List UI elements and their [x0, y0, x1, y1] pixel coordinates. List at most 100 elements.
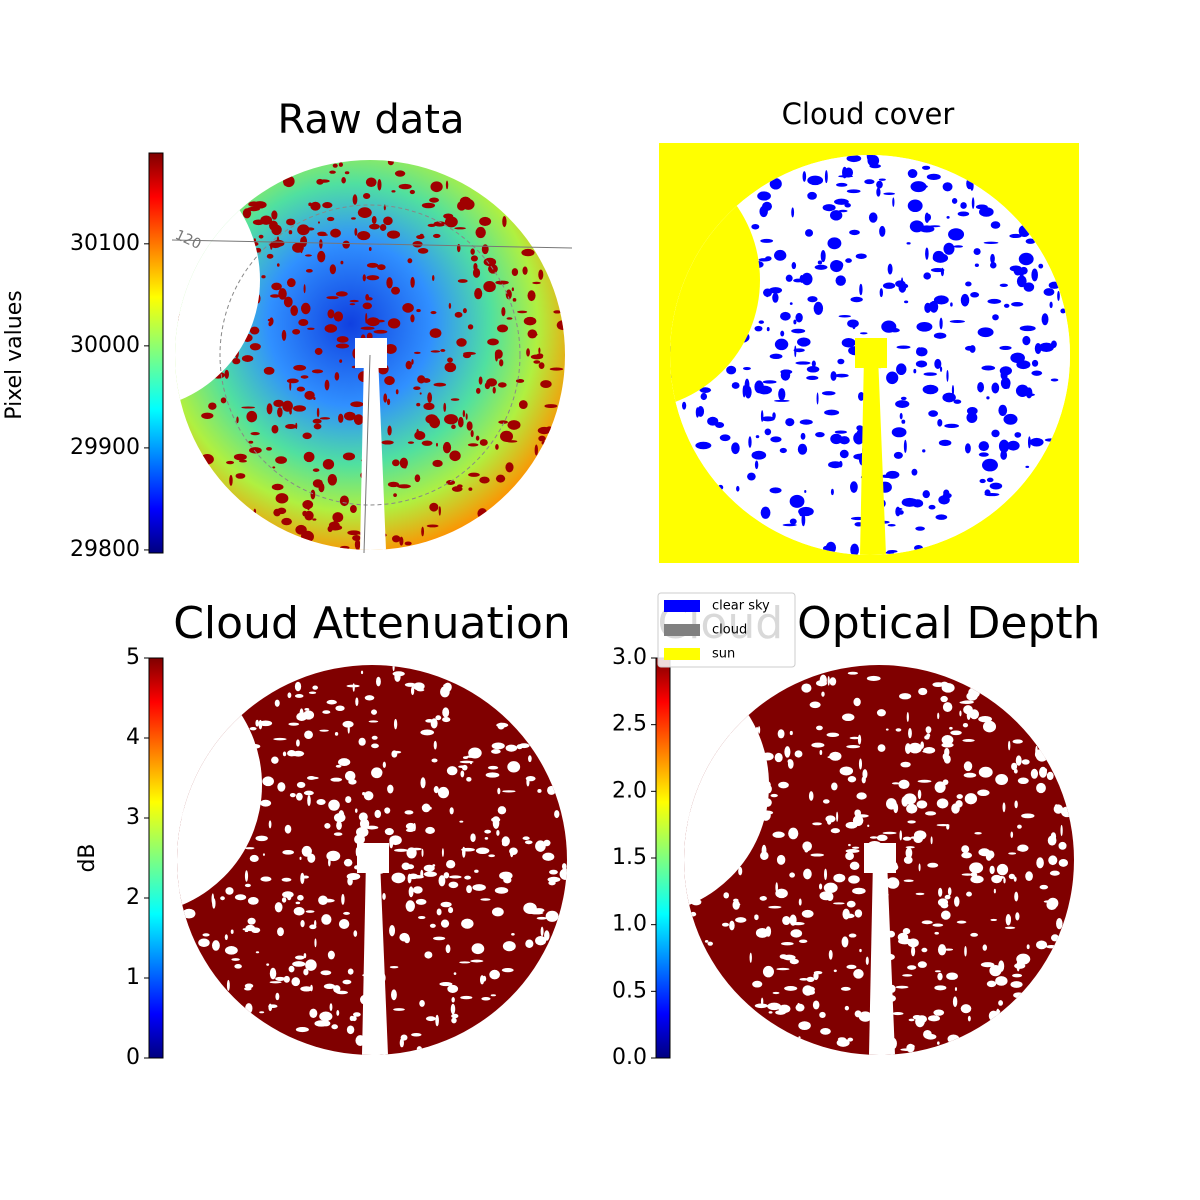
sky-spot: [861, 776, 866, 784]
sky-spot: [925, 811, 937, 816]
sky-spot: [915, 526, 925, 531]
colorbar-label: Pixel values: [2, 290, 27, 419]
sky-spot: [816, 725, 823, 731]
sky-spot: [769, 487, 782, 494]
sky-spot: [522, 266, 528, 275]
sky-spot: [281, 877, 292, 882]
sky-spot: [908, 1018, 915, 1022]
sky-spot: [335, 705, 345, 712]
sky-spot: [424, 951, 433, 959]
sky-spot: [1060, 806, 1073, 818]
sky-spot: [307, 853, 316, 863]
sky-spot: [303, 968, 309, 976]
sky-spot: [911, 499, 924, 508]
sky-spot: [336, 1009, 340, 1016]
sky-spot: [521, 248, 535, 257]
sky-spot: [822, 204, 836, 212]
sky-spot: [491, 749, 501, 754]
sky-spot: [469, 761, 473, 765]
sky-spot: [212, 898, 216, 909]
sky-spot: [271, 424, 279, 434]
sky-spot: [907, 199, 923, 213]
sky-spot: [249, 854, 259, 863]
sky-spot: [248, 440, 254, 444]
sky-spot: [249, 343, 261, 351]
sky-spot: [789, 518, 797, 525]
sky-spot: [352, 194, 358, 205]
sky-spot: [862, 769, 868, 779]
sky-spot: [978, 715, 992, 723]
sky-spot: [208, 402, 217, 410]
sky-spot: [852, 320, 856, 330]
sky-spot: [421, 440, 433, 446]
sky-spot: [258, 234, 264, 239]
sky-spot: [990, 261, 997, 269]
sky-spot: [801, 683, 812, 693]
sky-spot: [507, 420, 521, 430]
sky-spot: [423, 402, 435, 411]
sky-spot: [977, 789, 990, 797]
sky-spot: [229, 474, 233, 486]
sky-spot: [403, 465, 407, 469]
sky-spot: [834, 373, 849, 378]
sky-spot: [977, 327, 994, 338]
sky-spot: [869, 163, 881, 169]
sky-spot: [487, 338, 499, 346]
sky-spot: [921, 920, 933, 925]
tick-label: 30100: [70, 231, 140, 256]
sky-spot: [288, 230, 293, 235]
sky-spot: [876, 709, 886, 717]
sky-spot: [433, 740, 437, 750]
sky-spot: [801, 513, 806, 527]
sky-spot: [918, 863, 921, 872]
sky-spot: [866, 155, 873, 162]
sky-spot: [834, 198, 849, 205]
colorbar: [148, 152, 164, 554]
sky-spot: [1034, 749, 1046, 760]
sky-spot: [908, 742, 922, 754]
sky-spot: [275, 992, 280, 1001]
sky-spot: [1003, 303, 1010, 308]
sky-spot: [793, 319, 797, 325]
sky-spot: [939, 317, 943, 330]
sky-spot: [998, 404, 1008, 416]
sky-spot: [542, 852, 555, 861]
sky-spot: [463, 351, 476, 355]
sky-spot: [387, 425, 392, 436]
sky-spot: [540, 926, 544, 937]
sky-spot: [1010, 981, 1023, 988]
sky-spot: [470, 248, 475, 255]
sky-spot: [1002, 802, 1006, 813]
sky-spot: [540, 380, 552, 389]
sky-spot: [806, 976, 815, 982]
sky-spot: [848, 933, 857, 938]
sky-spot: [476, 387, 481, 394]
sky-spot: [326, 296, 339, 300]
sky-spot: [250, 431, 260, 436]
sky-spot: [986, 396, 990, 400]
sky-spot: [981, 365, 996, 371]
sky-spot: [979, 478, 986, 484]
sky-spot: [760, 410, 764, 422]
sky-spot: [993, 888, 996, 894]
sky-spot: [518, 743, 530, 749]
sky-spot: [277, 507, 287, 515]
sky-spot: [1030, 768, 1039, 779]
sky-spot: [934, 358, 942, 369]
sky-spot: [899, 693, 912, 700]
panel: Cloud cover: [659, 97, 1079, 563]
sky-spot: [249, 447, 262, 454]
sky-spot: [779, 954, 788, 959]
sky-spot: [989, 482, 1003, 490]
sky-spot: [393, 1008, 405, 1011]
sky-spot: [1015, 384, 1029, 397]
sky-spot: [817, 260, 823, 265]
sky-spot: [301, 845, 312, 857]
sky-spot: [291, 977, 301, 987]
sky-spot: [844, 167, 854, 178]
sky-spot: [893, 451, 903, 459]
sky-spot: [1011, 301, 1024, 307]
sky-spot: [425, 826, 435, 834]
sky-spot: [836, 811, 839, 822]
sky-spot: [795, 312, 803, 323]
